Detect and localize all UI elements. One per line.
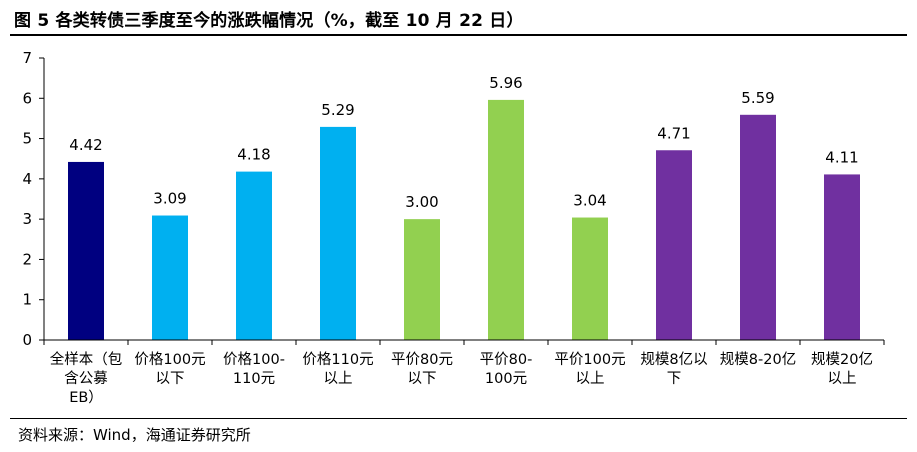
x-category-label-line: 平价80- xyxy=(480,352,533,368)
bar xyxy=(320,126,356,340)
x-category-label-line: 价格100- xyxy=(223,351,285,368)
x-category-label-line: 规模8-20亿 xyxy=(720,351,796,368)
y-tick-label: 5 xyxy=(22,130,32,148)
bar xyxy=(488,99,524,340)
y-tick-label: 4 xyxy=(22,170,32,188)
data-label: 5.29 xyxy=(321,101,354,119)
data-label: 5.96 xyxy=(489,74,522,92)
x-category-label: 价格110元以上 xyxy=(302,351,373,387)
y-tick-label: 2 xyxy=(22,250,32,268)
x-category-label-line: 含公募 xyxy=(64,370,108,387)
bar xyxy=(404,219,440,340)
x-category-label-line: 平价80元 xyxy=(391,352,453,368)
data-label: 4.11 xyxy=(825,148,858,166)
y-tick-label: 1 xyxy=(22,291,32,309)
data-label: 4.42 xyxy=(69,136,102,154)
source-note: 资料来源：Wind，海通证券研究所 xyxy=(18,426,251,444)
x-category-label-line: 110元 xyxy=(233,371,275,387)
bar xyxy=(740,114,776,340)
data-label: 5.59 xyxy=(741,89,774,107)
source-rule xyxy=(10,418,907,419)
x-category-label: 价格100元以下 xyxy=(134,351,205,387)
x-category-label-line: 规模20亿 xyxy=(811,351,873,368)
bar xyxy=(656,150,692,340)
bar xyxy=(824,174,860,340)
x-category-label-line: 规模8亿以 xyxy=(640,351,707,368)
x-category-label-line: 以上 xyxy=(828,370,857,387)
x-category-label-line: 100元 xyxy=(485,371,527,387)
y-tick-label: 7 xyxy=(22,49,32,67)
figure-title: 图 5 各类转债三季度至今的涨跌幅情况（%，截至 10 月 22 日） xyxy=(14,11,524,31)
x-category-label-line: 下 xyxy=(667,371,682,387)
data-label: 3.00 xyxy=(405,193,438,211)
x-category-label-line: 以上 xyxy=(576,370,605,387)
data-label: 3.09 xyxy=(153,190,186,208)
x-category-label-line: EB） xyxy=(69,389,103,406)
bar xyxy=(236,171,272,340)
data-label: 4.71 xyxy=(657,124,690,142)
x-category-label: 平价80- 100元 xyxy=(480,352,533,387)
x-category-label: 全样本（包含公募 EB） xyxy=(50,350,123,406)
y-tick-label: 0 xyxy=(22,331,32,349)
x-category-label-line: 全样本（包 xyxy=(50,350,123,368)
y-tick-label: 6 xyxy=(22,89,32,107)
bar xyxy=(572,217,608,340)
bar xyxy=(152,215,188,340)
x-category-label-line: 以下 xyxy=(156,371,185,387)
x-category-label-line: 以下 xyxy=(408,371,437,387)
x-category-label: 规模8亿以下 xyxy=(640,351,707,387)
x-category-label-line: 价格100元 xyxy=(134,351,205,368)
x-category-label: 规模8-20亿 xyxy=(720,351,796,368)
x-category-label-line: 以上 xyxy=(324,370,353,387)
x-category-label: 规模20亿以上 xyxy=(811,351,873,387)
data-label: 4.18 xyxy=(237,146,270,164)
y-tick-label: 3 xyxy=(22,210,32,228)
bar xyxy=(68,161,104,340)
x-category-label-line: 平价100元 xyxy=(554,352,625,368)
x-category-label-line: 价格110元 xyxy=(302,351,373,368)
x-category-label: 平价100元以上 xyxy=(554,352,625,387)
x-category-label: 价格100- 110元 xyxy=(223,351,285,387)
data-label: 3.04 xyxy=(573,192,606,210)
x-category-label: 平价80元以下 xyxy=(391,352,453,387)
title-rule xyxy=(10,34,907,36)
bar-chart: 4.42 3.09 4.18 5.29 3.00 5.96 3.04 4.71 5.59 4.11… xyxy=(22,49,885,406)
